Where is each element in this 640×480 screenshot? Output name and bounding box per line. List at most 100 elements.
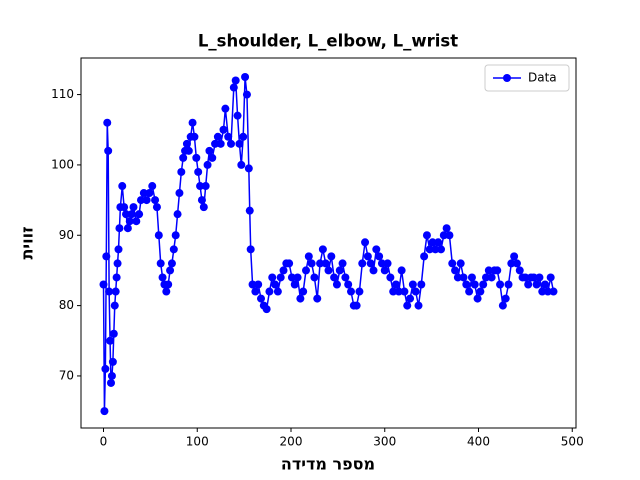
data-point: [479, 280, 488, 289]
data-point: [302, 266, 310, 275]
data-point: [515, 266, 524, 275]
data-point: [380, 266, 389, 275]
data-point: [273, 287, 282, 296]
data-point: [254, 280, 263, 289]
data-point: [148, 182, 157, 191]
data-point: [235, 139, 244, 148]
y-tick-label: 90: [59, 228, 74, 242]
data-point: [169, 245, 178, 254]
data-point: [224, 132, 233, 141]
data-point: [237, 160, 246, 169]
data-point: [532, 280, 541, 289]
data-point: [470, 280, 479, 289]
data-point: [105, 287, 114, 296]
data-point: [327, 252, 336, 261]
data-point: [190, 132, 199, 141]
data-point: [100, 407, 109, 416]
data-point: [400, 287, 409, 296]
data-point: [363, 252, 372, 261]
data-point: [459, 273, 468, 282]
data-point: [251, 287, 260, 296]
data-point: [122, 210, 130, 219]
y-tick-label: 100: [51, 157, 74, 171]
data-point: [437, 245, 445, 254]
data-point: [361, 238, 370, 247]
chart-title: L_shoulder, L_elbow, L_wrist: [198, 32, 458, 51]
x-tick-label: 100: [186, 435, 209, 449]
data-point: [164, 280, 173, 289]
data-point: [120, 203, 129, 212]
data-point: [344, 280, 353, 289]
y-tick-label: 70: [59, 368, 74, 382]
data-point: [118, 182, 127, 191]
data-point: [99, 280, 108, 289]
legend-marker: [503, 74, 511, 82]
data-point: [428, 238, 437, 247]
data-point: [462, 280, 471, 289]
data-point: [246, 245, 255, 254]
data-point: [109, 329, 118, 338]
data-point: [541, 280, 550, 289]
y-axis-label: זווית: [18, 226, 37, 259]
data-point: [201, 182, 210, 191]
data-point: [296, 294, 305, 303]
data-point: [145, 189, 154, 198]
data-point: [257, 294, 265, 303]
data-point: [307, 259, 316, 268]
data-point: [245, 206, 254, 215]
data-point: [154, 231, 163, 240]
data-point: [456, 259, 465, 268]
data-point: [213, 132, 222, 141]
data-point: [108, 357, 117, 366]
data-point: [318, 245, 327, 254]
data-point: [487, 273, 496, 282]
data-point: [107, 378, 115, 387]
legend-label: Data: [528, 71, 557, 85]
data-point: [107, 371, 116, 380]
data-point: [467, 273, 476, 282]
x-tick-label: 500: [561, 435, 584, 449]
data-point: [127, 210, 136, 219]
data-point: [512, 259, 521, 268]
data-point: [434, 238, 443, 247]
data-point: [394, 287, 403, 296]
data-point: [271, 280, 280, 289]
data-point: [414, 301, 423, 310]
data-point: [279, 266, 288, 275]
data-point: [103, 118, 112, 127]
data-point: [408, 280, 417, 289]
data-point: [175, 189, 184, 198]
data-point: [106, 336, 115, 345]
data-point: [496, 280, 505, 289]
data-point: [287, 273, 296, 282]
x-axis-label: מספר מדידה: [281, 455, 375, 474]
data-point: [392, 280, 400, 289]
data-point: [482, 273, 490, 282]
data-point: [227, 139, 235, 148]
data-point: [389, 287, 398, 296]
data-point: [205, 146, 214, 155]
data-point: [177, 167, 186, 176]
data-point: [366, 259, 375, 268]
data-point: [372, 245, 381, 254]
data-point: [139, 189, 148, 198]
data-point: [524, 280, 533, 289]
data-point: [244, 164, 253, 173]
data-point: [375, 252, 384, 261]
data-point: [102, 252, 111, 261]
data-point: [417, 280, 426, 289]
legend-box: [484, 64, 570, 92]
data-point: [114, 245, 123, 254]
data-point: [211, 139, 220, 148]
data-point: [316, 259, 325, 268]
data-point: [535, 273, 544, 282]
data-point: [420, 252, 429, 261]
data-point: [422, 231, 431, 240]
data-point: [104, 146, 113, 155]
data-point: [233, 111, 242, 120]
data-point: [231, 76, 240, 85]
x-tick-label: 400: [467, 435, 490, 449]
data-point: [110, 301, 119, 310]
data-point: [321, 259, 330, 268]
